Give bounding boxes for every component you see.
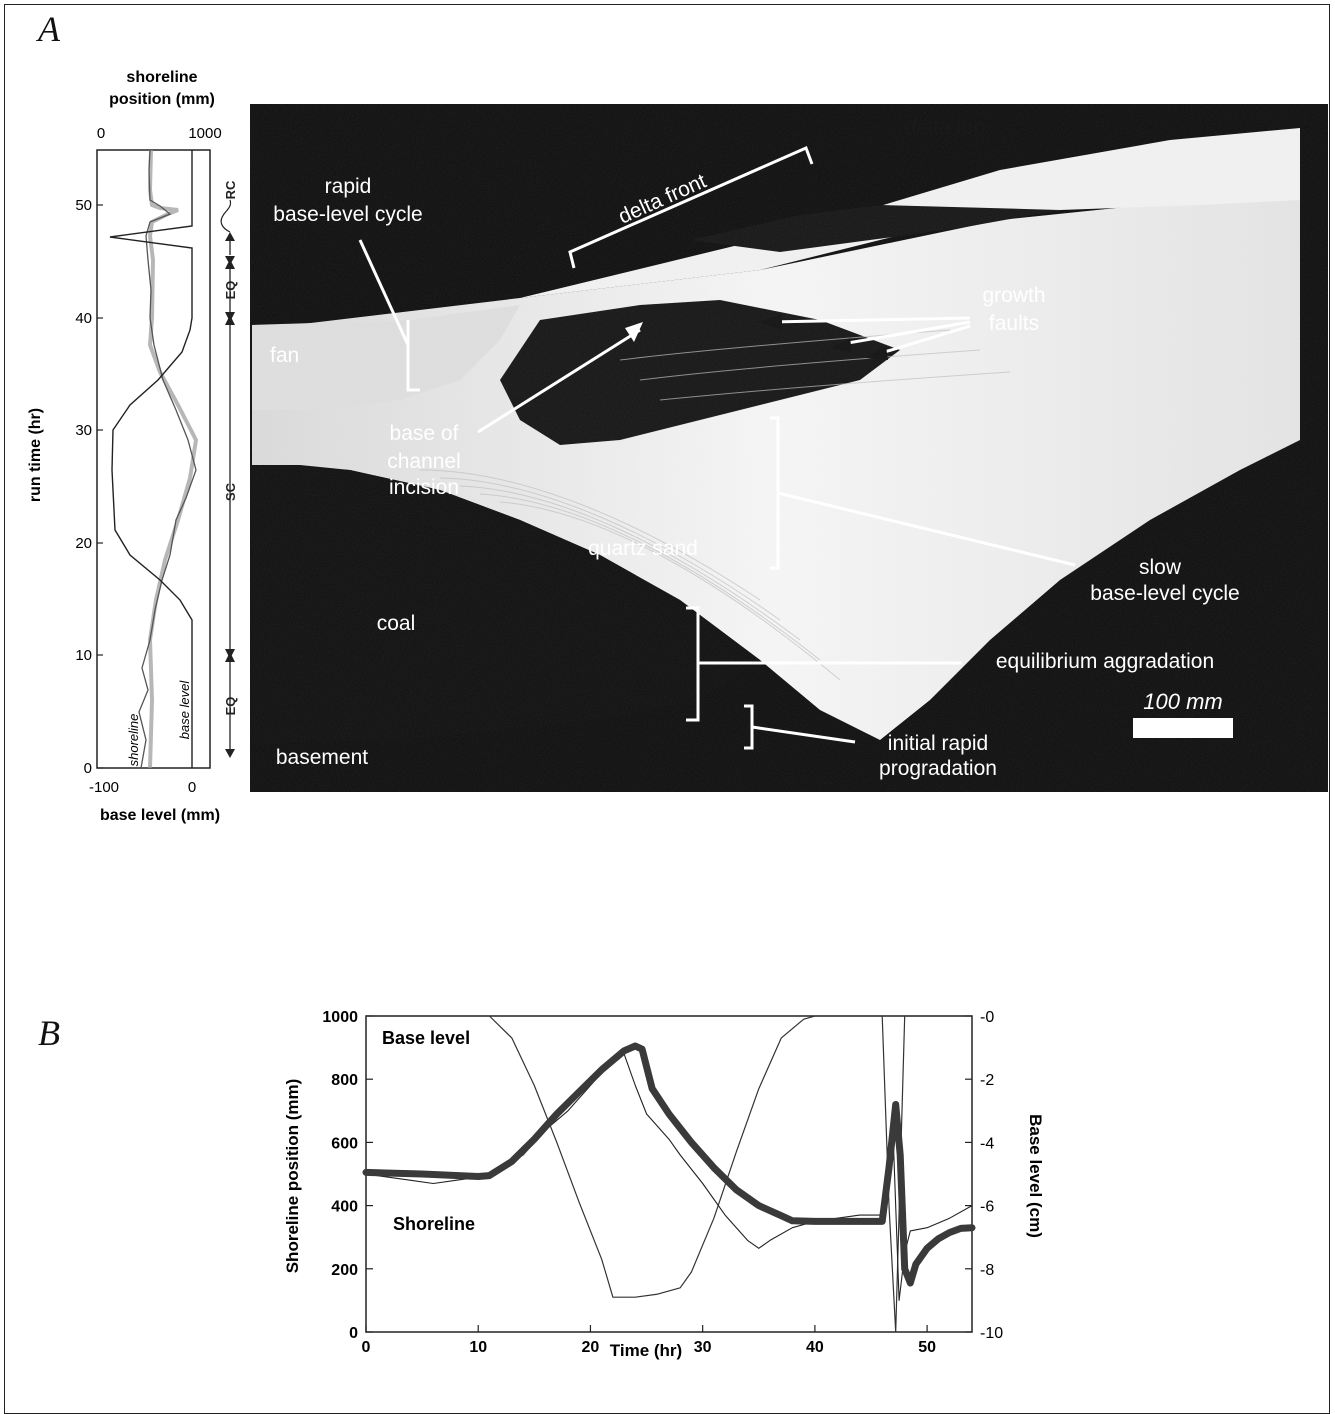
label-rapid-cycle-2: base-level cycle: [273, 203, 422, 226]
strip-shoreline-label: shoreline: [126, 714, 141, 767]
strip-ytick-20: 20: [75, 535, 92, 552]
chart-y-tick-label: 800: [331, 1072, 358, 1089]
strip-frame: [96, 149, 211, 769]
strip-ytick-0: 0: [84, 760, 92, 777]
strip-ytick-40: 40: [75, 310, 92, 327]
strip-bottom-label: base level (mm): [100, 807, 220, 824]
label-slow-cycle-2: base-level cycle: [1090, 582, 1239, 605]
label-slow-cycle-1: slow: [1139, 556, 1182, 579]
label-equilibrium: equilibrium aggradation: [996, 650, 1214, 673]
strip-y-label: run time (hr): [27, 408, 44, 502]
strip-bottom-tick-neg100: -100: [89, 779, 119, 796]
chart-annotation-base-level: Base level: [382, 1028, 470, 1048]
strip-bottom-tick-0: 0: [188, 779, 196, 796]
photo-annotation-lines: [358, 145, 1076, 750]
chart-x-tick-label: 10: [469, 1339, 487, 1356]
strip-base-level-curve: [109, 150, 193, 768]
panel-a-label: A: [38, 9, 60, 49]
strip-phase-rc: RC: [223, 180, 238, 199]
label-delta-top: delta top: [905, 116, 986, 139]
chart-x-tick-label: 50: [918, 1339, 936, 1356]
chart-y2-tick-label: -2: [980, 1072, 994, 1089]
chart-y-tick-label: 200: [331, 1262, 358, 1279]
label-base-incision-1: base of: [390, 422, 459, 445]
chart-y2-tick-label: -6: [980, 1199, 994, 1216]
chart-x-label: Time (hr): [610, 1341, 682, 1360]
chart-series-base-level: [365, 1015, 973, 1333]
strip-phase-eq-2: EQ: [223, 281, 238, 300]
chart-annotation-shoreline: Shoreline: [393, 1214, 475, 1234]
chart-series-shoreline-model: [362, 1042, 976, 1287]
strip-ytick-10: 10: [75, 647, 92, 664]
chart-y2-tick-label: -0: [980, 1009, 994, 1026]
strip-top-tick-0: 0: [97, 125, 105, 142]
strip-top-title-1: shoreline: [126, 69, 197, 86]
scale-bar: [1133, 718, 1233, 738]
label-basement: basement: [276, 746, 368, 769]
label-scale-bar: 100 mm: [1143, 689, 1222, 714]
chart-x-tick-label: 20: [582, 1339, 600, 1356]
chart-x-tick-label: 40: [806, 1339, 824, 1356]
chart-y-tick-label: 600: [331, 1135, 358, 1152]
chart-y2-tick-label: -10: [980, 1325, 1003, 1342]
strip-shoreline-smooth: [147, 149, 199, 769]
label-coal: coal: [377, 612, 416, 635]
chart-y2-tick-label: -8: [980, 1262, 994, 1279]
label-base-incision-3: incision: [389, 476, 459, 499]
label-growth-faults-1: growth: [982, 284, 1045, 307]
panel-b-label: B: [38, 1013, 60, 1053]
strip-top-title-2: position (mm): [109, 91, 215, 108]
chart-y-tick-label: 400: [331, 1199, 358, 1216]
chart-y-label: Shoreline position (mm): [283, 1079, 302, 1274]
chart-x-tick-label: 30: [694, 1339, 712, 1356]
strip-ytick-30: 30: [75, 422, 92, 439]
strip-ytick-50: 50: [75, 197, 92, 214]
chart-x-tick-label: 0: [362, 1339, 371, 1356]
chart-y-tick-label: 0: [349, 1325, 358, 1342]
label-base-incision-2: channel: [387, 450, 461, 473]
label-initial-1: initial rapid: [888, 732, 988, 755]
label-initial-2: progradation: [879, 757, 997, 780]
label-rapid-cycle-1: rapid: [325, 175, 372, 198]
strip-shoreline-raw: [138, 149, 197, 769]
chart-y-tick-label: 1000: [322, 1009, 358, 1026]
label-growth-faults-2: faults: [989, 312, 1039, 335]
chart-y2-tick-label: -4: [980, 1135, 994, 1152]
strip-phase-sc: SC: [223, 482, 238, 501]
strip-top-tick-1000: 1000: [188, 125, 221, 142]
label-fan: fan: [270, 344, 299, 367]
strip-phase-eq-1: EQ: [223, 697, 238, 716]
strip-base-level-label: base level: [177, 680, 192, 740]
chart-y2-label: Base level (cm): [1026, 1114, 1045, 1238]
label-quartz-sand: quartz sand: [588, 537, 698, 560]
